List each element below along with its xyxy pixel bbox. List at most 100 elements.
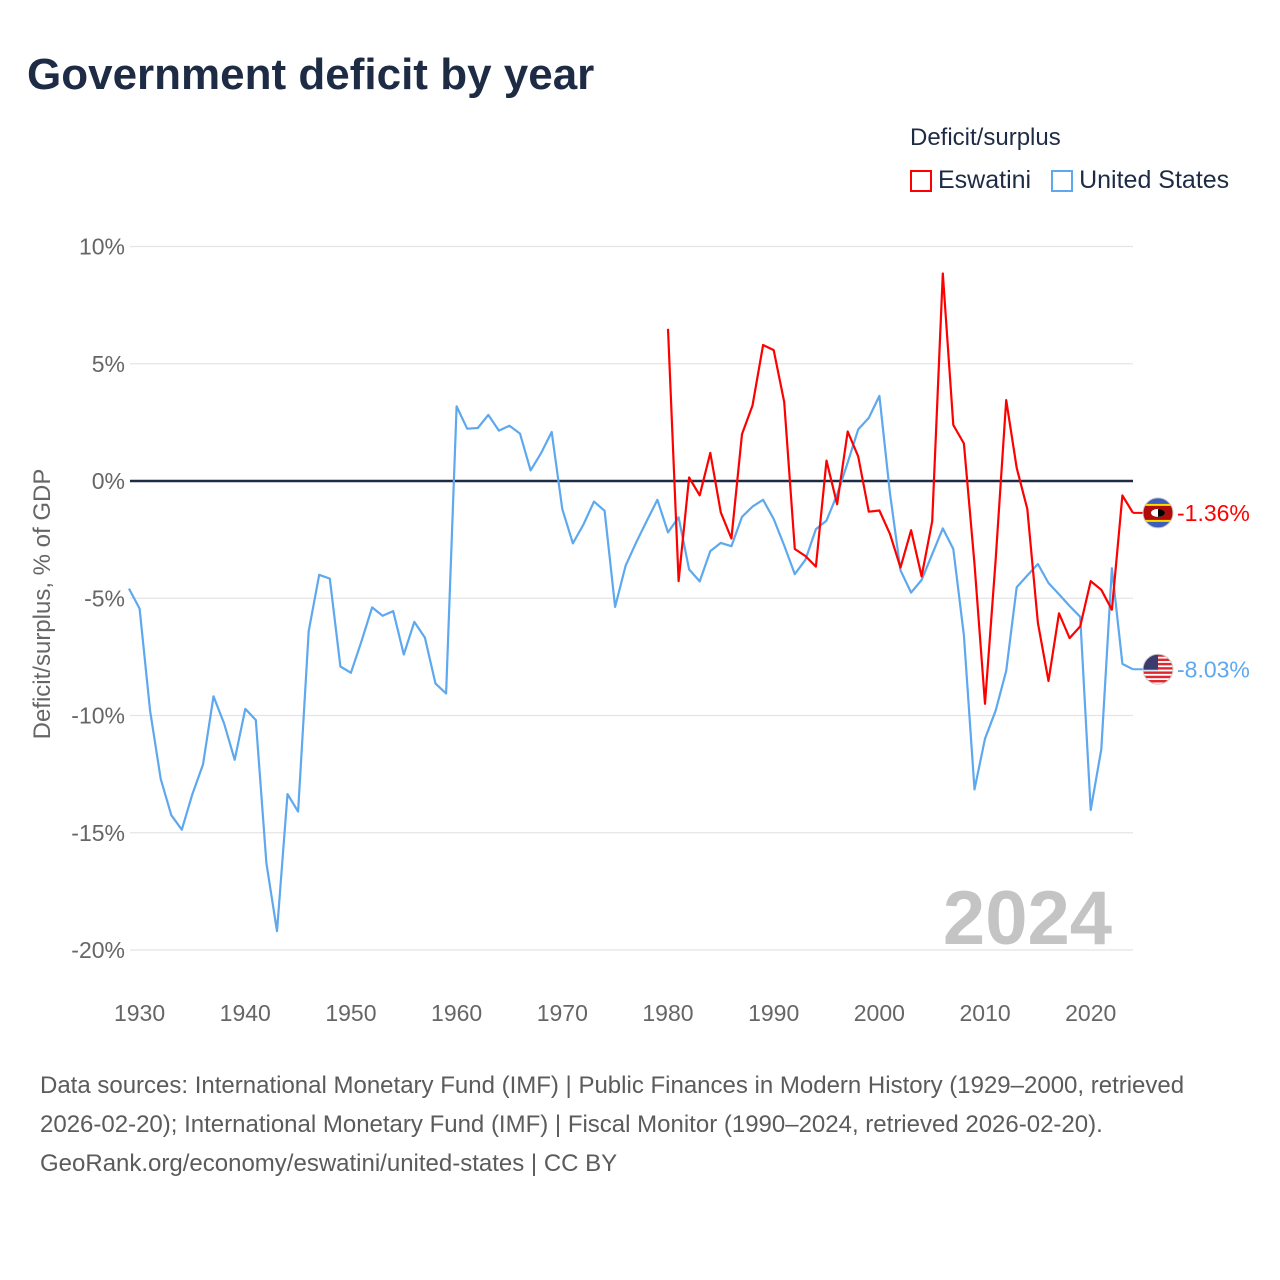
data-point-eswatini bbox=[1098, 587, 1104, 593]
data-point-united-states bbox=[158, 776, 164, 782]
data-point-united-states bbox=[485, 412, 491, 418]
data-point-united-states bbox=[855, 426, 861, 432]
data-point-united-states bbox=[580, 522, 586, 528]
legend-item-united-states[interactable]: United States bbox=[1051, 166, 1229, 195]
x-tick-label: 1950 bbox=[325, 1000, 376, 1026]
data-point-united-states bbox=[306, 628, 312, 634]
data-point-eswatini bbox=[728, 535, 734, 541]
data-point-eswatini bbox=[781, 399, 787, 405]
source-link[interactable]: GeoRank.org/economy/eswatini/united-stat… bbox=[40, 1150, 618, 1177]
data-point-united-states bbox=[950, 546, 956, 552]
y-tick-label: 0% bbox=[92, 468, 125, 494]
data-point-united-states bbox=[549, 429, 555, 435]
legend-title: Deficit/surplus bbox=[910, 124, 1061, 151]
data-point-united-states bbox=[559, 506, 565, 512]
data-point-united-states bbox=[718, 540, 724, 546]
data-point-united-states bbox=[1024, 573, 1030, 579]
series-line-united-states[interactable] bbox=[128, 394, 1134, 933]
data-point-united-states bbox=[993, 708, 999, 714]
data-point-united-states bbox=[359, 638, 365, 644]
data-point-eswatini bbox=[1109, 607, 1115, 613]
data-point-united-states bbox=[295, 809, 301, 815]
data-point-eswatini bbox=[750, 402, 756, 408]
data-point-eswatini bbox=[897, 565, 903, 571]
data-point-united-states bbox=[771, 516, 777, 522]
y-axis-title: Deficit/surplus, % of GDP bbox=[29, 469, 56, 740]
y-axis-ticks: 10% 5% 0% -5% -10% -15% -20% bbox=[71, 234, 125, 964]
data-point-united-states bbox=[380, 613, 386, 619]
data-point-eswatini bbox=[993, 557, 999, 563]
data-point-united-states bbox=[211, 693, 217, 699]
data-point-united-states bbox=[866, 415, 872, 421]
data-point-united-states bbox=[179, 827, 185, 833]
data-point-united-states bbox=[1088, 807, 1094, 813]
x-axis-ticks: 1930 1940 1950 1960 1970 1980 1990 2000 2010 2020 bbox=[114, 1000, 1116, 1026]
data-point-united-states bbox=[390, 608, 396, 614]
data-point-eswatini bbox=[876, 508, 882, 514]
y-tick-label: -10% bbox=[71, 703, 125, 729]
data-point-united-states bbox=[1067, 603, 1073, 609]
data-point-eswatini bbox=[950, 422, 956, 428]
data-point-united-states bbox=[887, 490, 893, 496]
end-value-label-united-states: -8.03% bbox=[1177, 656, 1250, 682]
data-point-united-states bbox=[517, 431, 523, 437]
data-point-eswatini bbox=[813, 564, 819, 570]
data-point-eswatini bbox=[855, 453, 861, 459]
data-point-united-states bbox=[665, 529, 671, 535]
data-point-united-states bbox=[126, 586, 132, 592]
x-tick-label: 1980 bbox=[642, 1000, 693, 1026]
data-point-eswatini bbox=[1119, 493, 1125, 499]
data-point-eswatini bbox=[866, 509, 872, 515]
data-point-united-states bbox=[1109, 565, 1115, 571]
legend-item-eswatini[interactable]: Eswatini bbox=[910, 166, 1031, 195]
data-point-united-states bbox=[263, 860, 269, 866]
data-point-eswatini bbox=[961, 440, 967, 446]
x-tick-label: 1940 bbox=[220, 1000, 271, 1026]
data-point-united-states bbox=[401, 652, 407, 658]
end-labels: -8.03% -1.36% bbox=[1133, 497, 1250, 685]
series-line-eswatini[interactable] bbox=[666, 272, 1134, 705]
data-point-united-states bbox=[464, 426, 470, 432]
data-point-united-states bbox=[728, 543, 734, 549]
data-point-united-states bbox=[633, 539, 639, 545]
us-flag-icon bbox=[1142, 653, 1174, 685]
data-point-eswatini bbox=[1045, 678, 1051, 684]
data-point-united-states bbox=[348, 670, 354, 676]
data-point-eswatini bbox=[1035, 620, 1041, 626]
data-point-united-states bbox=[1003, 668, 1009, 674]
data-point-united-states bbox=[686, 566, 692, 572]
data-point-united-states bbox=[253, 717, 259, 723]
data-point-united-states bbox=[221, 720, 227, 726]
data-point-eswatini bbox=[1077, 623, 1083, 629]
data-point-eswatini bbox=[676, 578, 682, 584]
data-point-united-states bbox=[137, 606, 143, 612]
end-value-label-eswatini: -1.36% bbox=[1177, 500, 1250, 526]
y-tick-label: -20% bbox=[71, 937, 125, 963]
data-point-eswatini bbox=[887, 531, 893, 537]
data-point-united-states bbox=[781, 542, 787, 548]
data-point-eswatini bbox=[1067, 635, 1073, 641]
y-tick-label: -5% bbox=[84, 585, 125, 611]
data-point-eswatini bbox=[1056, 610, 1062, 616]
data-point-eswatini bbox=[834, 501, 840, 507]
data-point-united-states bbox=[369, 604, 375, 610]
data-point-united-states bbox=[538, 450, 544, 456]
legend-swatch-eswatini bbox=[910, 169, 932, 192]
current-year-label: 2024 bbox=[943, 876, 1112, 961]
data-point-united-states bbox=[432, 681, 438, 687]
x-tick-label: 1930 bbox=[114, 1000, 165, 1026]
data-point-united-states bbox=[147, 708, 153, 714]
data-point-eswatini bbox=[718, 509, 724, 515]
data-point-united-states bbox=[591, 499, 597, 505]
data-point-eswatini bbox=[802, 553, 808, 559]
data-point-united-states bbox=[623, 562, 629, 568]
data-point-eswatini bbox=[845, 429, 851, 435]
y-tick-label: -15% bbox=[71, 820, 125, 846]
data-point-united-states bbox=[506, 423, 512, 429]
data-point-united-states bbox=[929, 551, 935, 557]
data-point-united-states bbox=[496, 428, 502, 434]
data-point-united-states bbox=[760, 497, 766, 503]
x-tick-label: 2020 bbox=[1065, 1000, 1116, 1026]
data-point-united-states bbox=[824, 518, 830, 524]
data-point-united-states bbox=[697, 578, 703, 584]
